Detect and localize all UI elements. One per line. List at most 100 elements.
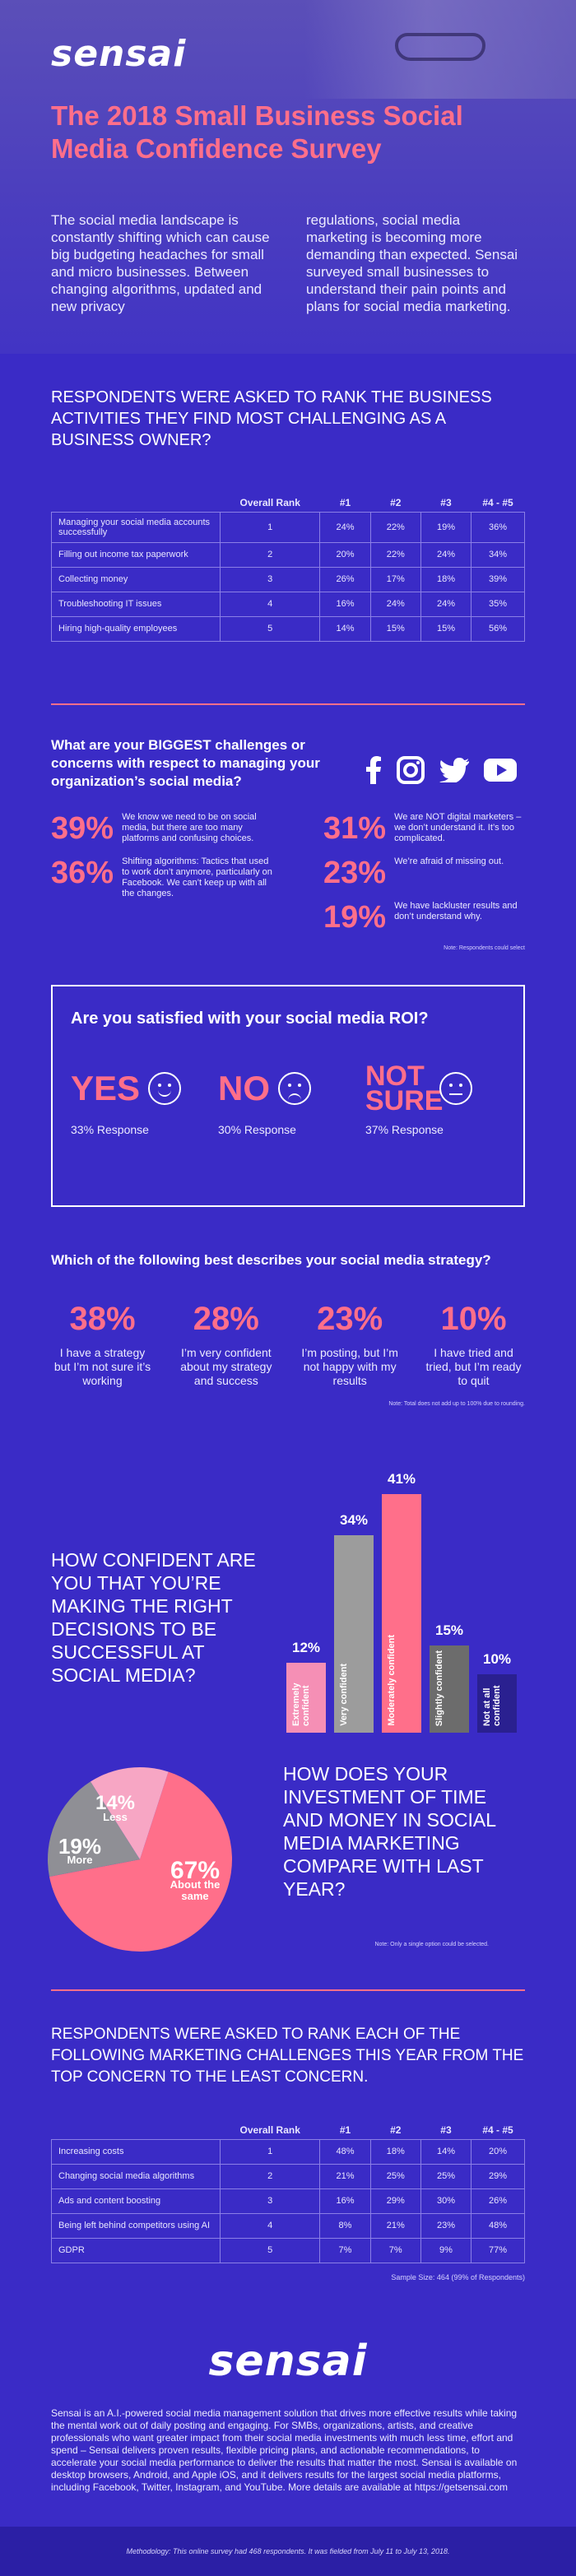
investment-question: How does your investment of time and mon… (283, 1763, 496, 1900)
table-cell: 5 (219, 2237, 321, 2263)
intro-left: The social media landscape is constantly… (51, 212, 270, 314)
table-cell: Troubleshooting IT issues (51, 591, 221, 617)
page-title: The 2018 Small Business Social Media Con… (51, 100, 463, 164)
sensai-logo: sensai (51, 33, 187, 75)
table-cell: 3 (219, 566, 321, 592)
pie-desc: About the same (170, 1878, 221, 1902)
strategy-item: 23% I’m posting, but I’m not happy with … (299, 1301, 402, 1388)
table-cell: 26% (471, 2188, 525, 2214)
table-cell: Managing your social media accounts succ… (51, 511, 221, 543)
table-cell: Being left behind competitors using AI (51, 2212, 221, 2239)
table-header: #1 (339, 496, 351, 508)
table-cell: GDPR (51, 2237, 221, 2263)
challenges-section: What are your BIGGEST challenges or conc… (0, 705, 576, 985)
challenge-pct: 36% (51, 856, 114, 890)
table-row: GDPR 5 7% 7% 9% 77% (51, 2237, 525, 2263)
methodology-text: Methodology: This online survey had 468 … (126, 2547, 450, 2555)
table-cell: 23% (420, 2212, 472, 2239)
activities-title: Respondents were asked to rank the busin… (51, 388, 492, 449)
table-cell: 36% (471, 511, 525, 543)
table-header (52, 479, 221, 512)
marketing-title: Respondents were asked to rank each of t… (51, 2026, 524, 2086)
table-cell: Ads and content boosting (51, 2188, 221, 2214)
challenge-desc: Shifting algorithms: Tactics that used t… (122, 856, 272, 898)
table-cell: 18% (420, 566, 472, 592)
table-row: Troubleshooting IT issues 4 16% 24% 24% … (51, 591, 525, 617)
table-header: #2 (390, 496, 402, 508)
confidence-bar-group: 10% Not at all confident (477, 1651, 517, 1733)
table-cell: 24% (369, 591, 421, 617)
table-cell: 16% (319, 591, 371, 617)
table-header: #1 (339, 2123, 351, 2136)
bar-value-label: 10% (482, 1651, 512, 1667)
table-cell: 39% (471, 566, 525, 592)
table-cell: Increasing costs (51, 2138, 221, 2165)
table-cell: 30% (420, 2188, 472, 2214)
neutral-face-icon (439, 1072, 472, 1105)
table-header: #3 (440, 2123, 452, 2136)
table-header: #2 (390, 2123, 402, 2136)
table-cell: 22% (369, 511, 421, 543)
roi-word: NOT SURE (365, 1061, 444, 1116)
table-cell: Hiring high-quality employees (51, 615, 221, 642)
bar-category-label: Extremely confident (291, 1683, 311, 1726)
strategy-item: 28% I’m very confident about my strategy… (174, 1301, 277, 1388)
facebook-icon (366, 756, 381, 784)
confidence-bar-group: 34% Very confident (334, 1512, 374, 1733)
table-header: #4 - #5 (482, 2123, 513, 2136)
confidence-bar: Very confident (334, 1535, 374, 1733)
bar-category-label: Moderately confident (387, 1635, 397, 1726)
table-row: Collecting money 3 26% 17% 18% 39% (51, 566, 525, 592)
roi-response: 33% Response (71, 1123, 149, 1136)
bar-category-label: Slightly confident (434, 1650, 444, 1726)
investment-section: 67% About the same 19% More 14% Less How do… (0, 1762, 576, 1960)
table-row: Hiring high-quality employees 5 14% 15% … (51, 615, 525, 642)
confidence-bar-group: 12% Extremely confident (286, 1640, 326, 1733)
challenge-desc: We are NOT digital marketers – we don’t … (394, 812, 522, 843)
activities-section: Respondents were asked to rank the busin… (0, 354, 576, 703)
table-header: Overall Rank (239, 496, 300, 508)
strategy-desc: I’m posting, but I’m not happy with my r… (301, 1346, 398, 1387)
table-row: Increasing costs 1 48% 18% 14% 20% (51, 2138, 525, 2165)
table-cell: 7% (369, 2237, 421, 2263)
confidence-bar: Not at all confident (477, 1674, 517, 1733)
table-cell: 3 (219, 2188, 321, 2214)
roi-response: 30% Response (218, 1123, 296, 1136)
challenge-pct: 23% (323, 856, 387, 890)
table-cell: 35% (471, 591, 525, 617)
challenges-question: What are your BIGGEST challenges or conc… (51, 737, 320, 789)
confidence-bar-group: 15% Slightly confident (430, 1622, 469, 1733)
happy-face-icon (148, 1072, 182, 1105)
table-cell: 25% (420, 2163, 472, 2189)
strategy-items: 38% I have a strategy but I’m not sure i… (51, 1301, 525, 1388)
confidence-bar-group: 41% Moderately confident (382, 1471, 421, 1733)
challenge-stat: 23% We’re afraid of missing out. (323, 856, 525, 889)
roi-word: YES (71, 1069, 141, 1107)
table-cell: 48% (319, 2138, 371, 2165)
pie-pct: 67% (170, 1857, 221, 1884)
table-cell: 1 (219, 511, 321, 543)
table-cell: 24% (420, 541, 472, 568)
table-cell: 77% (471, 2237, 525, 2263)
table-cell: 9% (420, 2237, 472, 2263)
table-row: Being left behind competitors using AI 4… (51, 2212, 525, 2239)
table-cell: 19% (420, 511, 472, 543)
table-cell: 20% (319, 541, 371, 568)
table-header: #4 - #5 (482, 496, 513, 508)
table-cell: 29% (471, 2163, 525, 2189)
strategy-desc: I have tried and tried, but I’m ready to… (425, 1346, 522, 1387)
bar-value-label: 34% (339, 1512, 369, 1528)
pie-desc: Less (103, 1811, 128, 1823)
challenges-right: 31% We are NOT digital marketers – we do… (323, 812, 525, 945)
table-row: Ads and content boosting 3 16% 29% 30% 2… (51, 2188, 525, 2214)
table-cell: 21% (319, 2163, 371, 2189)
section-divider (51, 1989, 525, 1991)
pie-slice (90, 1767, 169, 1859)
pie-pct: 14% (95, 1792, 136, 1814)
strategy-question: Which of the following best describes yo… (51, 1252, 491, 1268)
glasses-graphic (395, 33, 485, 61)
table-header (52, 2106, 221, 2139)
table-cell: 24% (420, 591, 472, 617)
table-cell: 15% (369, 615, 421, 642)
hero: sensai The 2018 Small Business Social Me… (0, 0, 576, 354)
